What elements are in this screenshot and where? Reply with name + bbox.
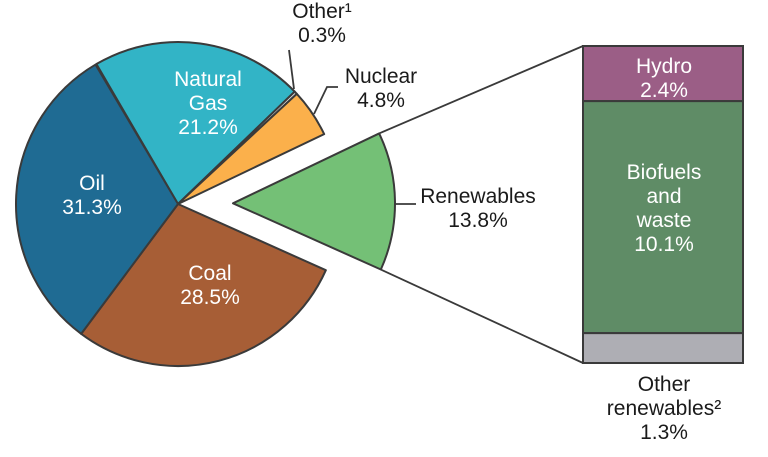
slice-value: 28.5%: [180, 286, 240, 309]
label-oil: Oil 31.3%: [22, 172, 162, 220]
leader-line-nuclear: [313, 86, 338, 115]
slice-name: Nuclear: [344, 65, 418, 88]
bar-segment-other-renewables: [582, 332, 744, 365]
pie-slice-coal: [80, 203, 327, 367]
slice-name: Natural Gas: [174, 68, 242, 115]
slice-name: Coal: [188, 262, 232, 285]
label-other: Other¹ 0.3%: [252, 0, 392, 48]
segment-name: Biofuels and waste: [626, 161, 702, 232]
slice-value: 31.3%: [62, 196, 122, 219]
segment-name: Other renewables²: [606, 373, 722, 420]
slice-name: Oil: [79, 172, 105, 195]
callout-line-top: [378, 45, 584, 135]
slice-value: 0.3%: [298, 24, 346, 47]
pie-slice-renewables: [231, 132, 396, 271]
leader-line-other: [288, 49, 295, 90]
pie-slice-natural-gas: [95, 41, 296, 205]
slice-value: 13.8%: [448, 209, 508, 232]
slice-name: Renewables: [420, 185, 536, 208]
slice-value: 21.2%: [178, 116, 238, 139]
label-other-renewables: Other renewables² 1.3%: [600, 373, 728, 445]
segment-value: 10.1%: [634, 233, 694, 256]
segment-value: 2.4%: [640, 79, 688, 102]
label-renewables: Renewables 13.8%: [403, 185, 553, 233]
callout-line-bottom: [380, 268, 584, 364]
label-nuclear: Nuclear 4.8%: [311, 65, 451, 113]
pie-slice-oil: [15, 63, 179, 335]
segment-value: 1.3%: [640, 421, 688, 444]
label-hydro: Hydro 2.4%: [589, 55, 739, 103]
label-coal: Coal 28.5%: [140, 262, 280, 310]
label-biofuels-and-waste: Biofuels and waste 10.1%: [622, 161, 706, 257]
segment-name: Hydro: [635, 55, 693, 78]
label-natural-gas: Natural Gas 21.2%: [163, 68, 253, 140]
bar-segment-hydro: [582, 45, 744, 103]
slice-name: Other¹: [292, 0, 352, 23]
pie-slice-nuclear: [177, 92, 326, 205]
slice-value: 4.8%: [357, 89, 405, 112]
